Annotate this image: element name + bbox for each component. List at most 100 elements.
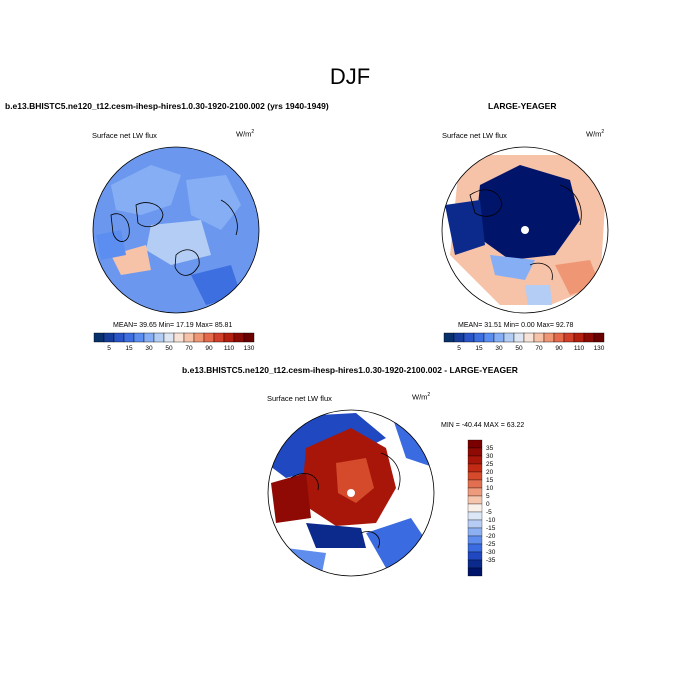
colorbar-swatch	[467, 447, 483, 457]
colorbar-swatch	[443, 332, 455, 343]
colorbar-swatch	[467, 471, 483, 481]
panel-3-map-border	[267, 409, 435, 577]
panel-3-field-patch	[336, 458, 374, 503]
colorbar-tick-label: 110	[224, 345, 235, 352]
colorbar-tick-label: 5	[486, 493, 490, 500]
colorbar-swatch	[563, 332, 575, 343]
colorbar-swatch	[467, 463, 483, 473]
colorbar-tick-label: 90	[205, 345, 213, 352]
colorbar-swatch	[467, 439, 483, 449]
colorbar-swatch	[213, 332, 225, 343]
panel-3-variable: Surface net LW flux	[267, 394, 332, 403]
colorbar-tick-label: 90	[555, 345, 563, 352]
colorbar-tick-label: 5	[107, 345, 111, 352]
panel-3-pole-hole	[347, 489, 355, 497]
panel-3-title: b.e13.BHISTC5.ne120_t12.cesm-ihesp-hires…	[182, 365, 518, 375]
colorbar-tick-label: 5	[457, 345, 461, 352]
panel-1-coastline	[110, 213, 130, 242]
colorbar-swatch	[467, 535, 483, 545]
colorbar-swatch	[467, 503, 483, 513]
colorbar-swatch	[467, 543, 483, 553]
colorbar-swatch	[473, 332, 485, 343]
panel-3-stats: MIN = -40.44 MAX = 63.22	[441, 422, 525, 429]
colorbar-swatch	[233, 332, 245, 343]
colorbar-swatch	[467, 551, 483, 561]
colorbar-swatch	[103, 332, 115, 343]
colorbar-tick-label: -5	[486, 509, 492, 516]
panel-2-coastline	[469, 189, 503, 217]
colorbar-tick-label: 50	[165, 345, 173, 352]
panel-1-title: b.e13.BHISTC5.ne120_t12.cesm-ihesp-hires…	[5, 101, 329, 111]
colorbar-swatch	[143, 332, 155, 343]
panel-2-variable: Surface net LW flux	[442, 131, 507, 140]
colorbar-swatch	[467, 567, 483, 577]
colorbar-swatch	[467, 559, 483, 569]
panel-1-variable: Surface net LW flux	[92, 131, 157, 140]
colorbar-tick-label: 110	[574, 345, 585, 352]
colorbar-tick-label: 50	[515, 345, 523, 352]
panel-1-polar-map	[92, 146, 260, 314]
colorbar-swatch	[493, 332, 505, 343]
colorbar-swatch	[123, 332, 135, 343]
colorbar-tick-label: 70	[535, 345, 543, 352]
colorbar-swatch	[467, 479, 483, 489]
panel-1-field-patch	[146, 220, 211, 265]
panel-3-polar-map	[267, 409, 435, 577]
colorbar-swatch	[193, 332, 205, 343]
panel-3-units: W/m2	[412, 392, 431, 402]
panel-1-stats: MEAN= 39.65 Min= 17.19 Max= 85.81	[113, 322, 233, 329]
colorbar-swatch	[453, 332, 465, 343]
panel-1-coastline	[174, 249, 200, 276]
colorbar-swatch	[223, 332, 235, 343]
colorbar-tick-label: -20	[486, 533, 496, 540]
main-title: DJF	[329, 64, 371, 89]
colorbar-swatch	[533, 332, 545, 343]
panel-2-field-patch	[445, 200, 485, 255]
panel-2-units: W/m2	[586, 129, 605, 139]
colorbar-tick-label: 30	[145, 345, 153, 352]
colorbar-swatch	[513, 332, 525, 343]
colorbar-swatch	[113, 332, 125, 343]
colorbar-tick-label: 130	[594, 345, 605, 352]
panel-1-field-patch	[111, 165, 181, 215]
colorbar-tick-label: 30	[486, 453, 494, 460]
colorbar-tick-label: 0	[486, 501, 490, 508]
colorbar-tick-label: 35	[486, 445, 494, 452]
colorbar-tick-label: -30	[486, 549, 496, 556]
colorbar-tick-label: -35	[486, 557, 496, 564]
panel-2-map-border	[441, 146, 609, 314]
colorbar-swatch	[463, 332, 475, 343]
colorbar-tick-label: 25	[486, 461, 494, 468]
colorbar-swatch	[523, 332, 535, 343]
colorbar-tick-label: 30	[495, 345, 503, 352]
colorbar-swatch	[573, 332, 585, 343]
panel-3-field-patch	[271, 473, 311, 523]
colorbar-swatch	[467, 455, 483, 465]
panel-2-title: LARGE-YEAGER	[488, 101, 557, 111]
panel-2-pole-hole	[521, 226, 529, 234]
panel-2-colorbar: 5 15 30 50 70 90 110 130	[443, 332, 605, 352]
panel-3-coastline	[360, 531, 380, 549]
colorbar-tick-label: 10	[486, 485, 494, 492]
colorbar-tick-label: 20	[486, 469, 494, 476]
colorbar-swatch	[133, 332, 145, 343]
colorbar-swatch	[153, 332, 165, 343]
colorbar-tick-label: 15	[125, 345, 133, 352]
colorbar-swatch	[467, 511, 483, 521]
panel-3-field-patch	[306, 523, 366, 548]
panel-2-coastline	[529, 262, 553, 281]
panel-2-coastline	[559, 184, 582, 226]
colorbar-tick-label: 130	[244, 345, 255, 352]
panel-3-field-patch	[366, 518, 431, 568]
panel-1-coastline	[135, 202, 164, 228]
colorbar-swatch	[183, 332, 195, 343]
colorbar-swatch	[173, 332, 185, 343]
panel-2-field-patch	[490, 255, 535, 280]
colorbar-swatch	[503, 332, 515, 343]
colorbar-swatch	[163, 332, 175, 343]
colorbar-tick-label: -10	[486, 517, 496, 524]
colorbar-swatch	[467, 527, 483, 537]
panel-3-coastline	[290, 473, 319, 491]
panel-1-colorbar: 5 15 30 50 70 90 110 130	[93, 332, 255, 352]
